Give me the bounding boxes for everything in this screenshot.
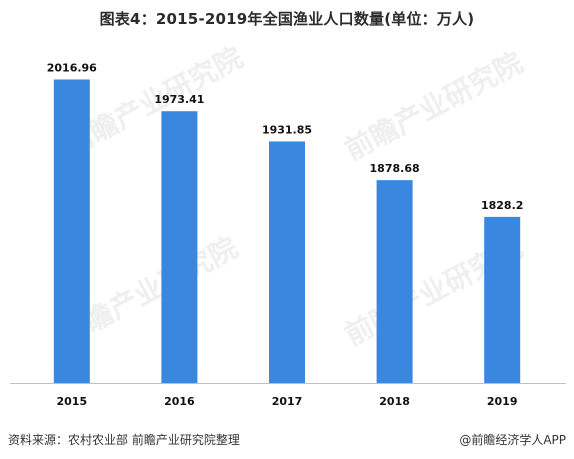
bar-2019 [484, 216, 521, 383]
bar-2018 [376, 180, 413, 383]
value-label-2019: 1828.2 [481, 199, 523, 212]
bar-2017 [269, 141, 305, 383]
value-label-2018: 1878.68 [370, 162, 420, 175]
x-tick-labels-group: 2015 2016 2017 2018 2019 [56, 395, 517, 408]
x-tick-label-2015: 2015 [56, 395, 87, 408]
value-labels-group: 2016.96 1973.41 1931.85 1878.68 1828.2 [47, 61, 524, 211]
value-label-2016: 1973.41 [154, 93, 204, 106]
value-label-2017: 1931.85 [262, 123, 312, 136]
source-note: 资料来源：农村农业部 前瞻产业研究院整理 [8, 433, 240, 447]
x-tick-label-2018: 2018 [379, 395, 410, 408]
x-tick-label-2017: 2017 [272, 395, 303, 408]
bars-group [53, 79, 521, 383]
x-tick-label-2016: 2016 [164, 395, 195, 408]
bar-2016 [161, 111, 198, 383]
bar-2015 [53, 79, 90, 383]
credit-note: @前瞻经济学人APP [459, 433, 566, 447]
chart-title: 图表4：2015-2019年全国渔业人口数量(单位：万人) [99, 10, 475, 28]
value-label-2015: 2016.96 [47, 61, 97, 74]
x-tick-label-2019: 2019 [487, 395, 518, 408]
